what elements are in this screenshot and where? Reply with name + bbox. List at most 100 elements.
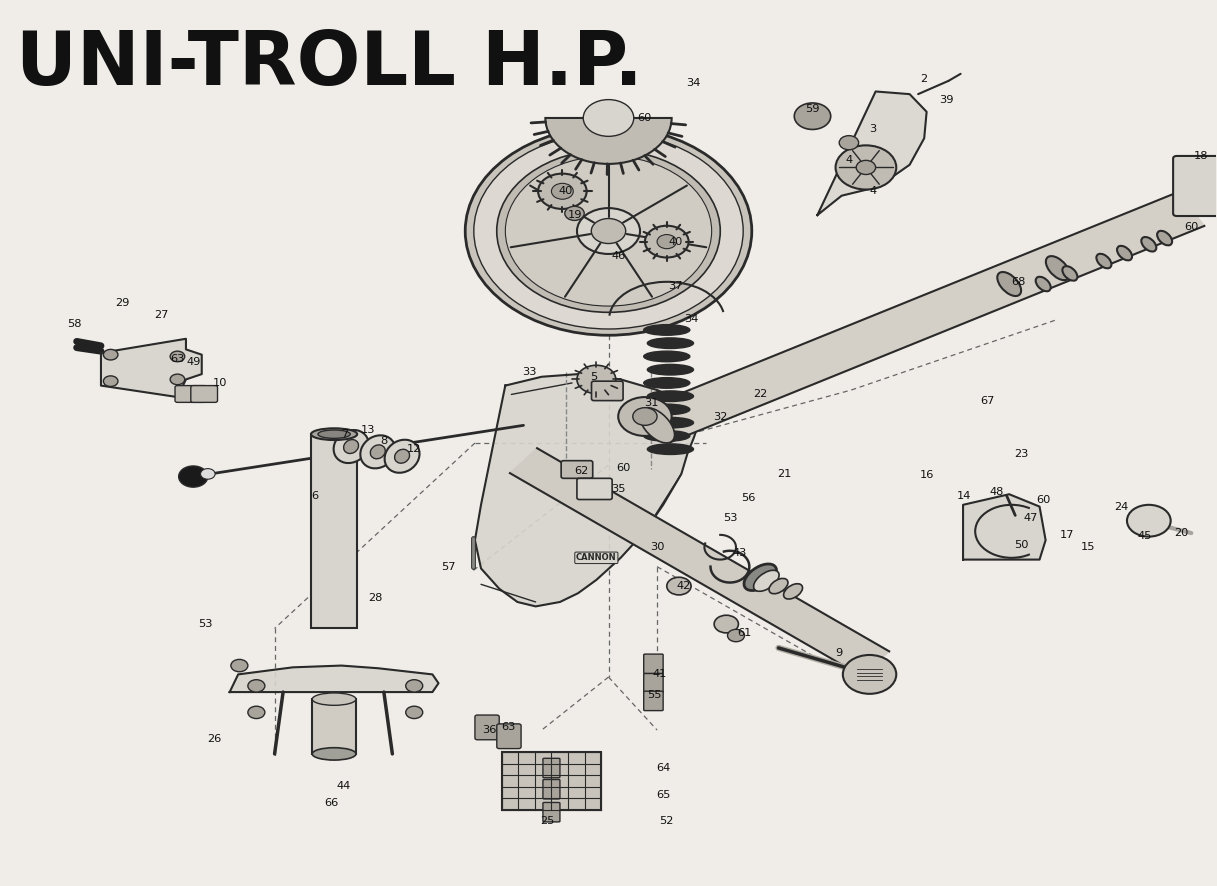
Text: 49: 49 bbox=[186, 357, 201, 367]
Text: 26: 26 bbox=[207, 734, 221, 744]
Circle shape bbox=[591, 219, 626, 244]
Text: 39: 39 bbox=[938, 96, 953, 105]
Ellipse shape bbox=[385, 439, 420, 473]
Text: 4: 4 bbox=[846, 155, 852, 166]
Ellipse shape bbox=[1157, 231, 1172, 245]
Circle shape bbox=[633, 408, 657, 425]
Text: 21: 21 bbox=[778, 469, 792, 479]
Ellipse shape bbox=[1142, 237, 1156, 252]
Ellipse shape bbox=[343, 439, 359, 454]
Ellipse shape bbox=[744, 564, 776, 591]
Circle shape bbox=[170, 374, 185, 385]
Ellipse shape bbox=[333, 430, 369, 463]
Text: UNI-TROLL H.P.: UNI-TROLL H.P. bbox=[16, 27, 643, 101]
Text: 29: 29 bbox=[116, 299, 130, 308]
Text: 44: 44 bbox=[337, 781, 350, 790]
FancyBboxPatch shape bbox=[497, 724, 521, 749]
FancyBboxPatch shape bbox=[312, 434, 357, 628]
Polygon shape bbox=[475, 374, 700, 606]
Ellipse shape bbox=[644, 351, 690, 361]
Circle shape bbox=[170, 351, 185, 361]
FancyBboxPatch shape bbox=[543, 803, 560, 822]
FancyBboxPatch shape bbox=[313, 699, 355, 754]
Text: 40: 40 bbox=[559, 186, 573, 197]
Text: 34: 34 bbox=[686, 78, 701, 88]
Text: 48: 48 bbox=[989, 486, 1004, 496]
Text: 2: 2 bbox=[920, 74, 927, 84]
FancyBboxPatch shape bbox=[644, 691, 663, 711]
Text: 61: 61 bbox=[738, 628, 752, 638]
Ellipse shape bbox=[640, 408, 674, 443]
Circle shape bbox=[201, 469, 215, 479]
FancyBboxPatch shape bbox=[543, 758, 560, 778]
Circle shape bbox=[795, 103, 831, 129]
Text: 6: 6 bbox=[312, 491, 318, 501]
Circle shape bbox=[836, 145, 896, 190]
Ellipse shape bbox=[360, 435, 396, 469]
Text: 47: 47 bbox=[1023, 513, 1038, 523]
Ellipse shape bbox=[1117, 245, 1132, 260]
Ellipse shape bbox=[769, 579, 787, 594]
Text: 34: 34 bbox=[684, 315, 699, 324]
Text: 35: 35 bbox=[611, 484, 626, 494]
Circle shape bbox=[645, 226, 689, 258]
Text: 46: 46 bbox=[611, 251, 626, 260]
Ellipse shape bbox=[312, 428, 357, 440]
FancyBboxPatch shape bbox=[543, 780, 560, 799]
Text: 60: 60 bbox=[616, 462, 630, 473]
Text: 25: 25 bbox=[540, 816, 555, 826]
Text: 15: 15 bbox=[1081, 542, 1095, 552]
Circle shape bbox=[231, 659, 248, 672]
Text: 50: 50 bbox=[1014, 540, 1028, 549]
Ellipse shape bbox=[1036, 276, 1050, 291]
Polygon shape bbox=[510, 448, 890, 676]
Text: 3: 3 bbox=[870, 124, 876, 135]
Text: 60: 60 bbox=[1184, 222, 1199, 231]
Circle shape bbox=[248, 706, 265, 719]
Text: 60: 60 bbox=[638, 113, 652, 123]
Ellipse shape bbox=[644, 431, 690, 441]
Text: 17: 17 bbox=[1060, 530, 1075, 540]
Ellipse shape bbox=[370, 445, 386, 459]
Text: 66: 66 bbox=[325, 798, 338, 808]
FancyBboxPatch shape bbox=[644, 654, 663, 673]
Circle shape bbox=[1127, 505, 1171, 537]
Ellipse shape bbox=[1097, 253, 1111, 268]
Text: 45: 45 bbox=[1138, 531, 1152, 540]
Circle shape bbox=[728, 629, 745, 641]
Text: 63: 63 bbox=[501, 722, 516, 733]
Ellipse shape bbox=[313, 693, 355, 705]
Text: 36: 36 bbox=[482, 725, 497, 735]
Circle shape bbox=[505, 156, 712, 306]
Text: 63: 63 bbox=[170, 354, 185, 364]
Text: 7: 7 bbox=[342, 429, 348, 439]
Circle shape bbox=[103, 376, 118, 386]
Circle shape bbox=[103, 349, 118, 360]
Text: 43: 43 bbox=[733, 548, 747, 558]
Polygon shape bbox=[818, 91, 926, 215]
Text: 53: 53 bbox=[723, 513, 738, 523]
Text: 62: 62 bbox=[574, 466, 589, 477]
Circle shape bbox=[405, 680, 422, 692]
FancyBboxPatch shape bbox=[644, 673, 663, 693]
Text: 65: 65 bbox=[656, 789, 671, 799]
Circle shape bbox=[583, 99, 634, 136]
Text: 12: 12 bbox=[406, 444, 421, 455]
Text: 22: 22 bbox=[753, 390, 768, 400]
Circle shape bbox=[551, 183, 573, 199]
Ellipse shape bbox=[644, 377, 690, 388]
Polygon shape bbox=[644, 192, 1205, 442]
Text: 42: 42 bbox=[677, 581, 691, 591]
Ellipse shape bbox=[644, 404, 690, 415]
Circle shape bbox=[405, 706, 422, 719]
Circle shape bbox=[618, 397, 672, 436]
Text: 33: 33 bbox=[522, 368, 537, 377]
Ellipse shape bbox=[647, 444, 694, 455]
Text: 27: 27 bbox=[155, 310, 169, 320]
Circle shape bbox=[577, 365, 616, 393]
Circle shape bbox=[473, 133, 744, 329]
Ellipse shape bbox=[644, 324, 690, 335]
Text: 14: 14 bbox=[957, 491, 971, 501]
Circle shape bbox=[857, 160, 875, 175]
Text: 37: 37 bbox=[668, 281, 683, 291]
